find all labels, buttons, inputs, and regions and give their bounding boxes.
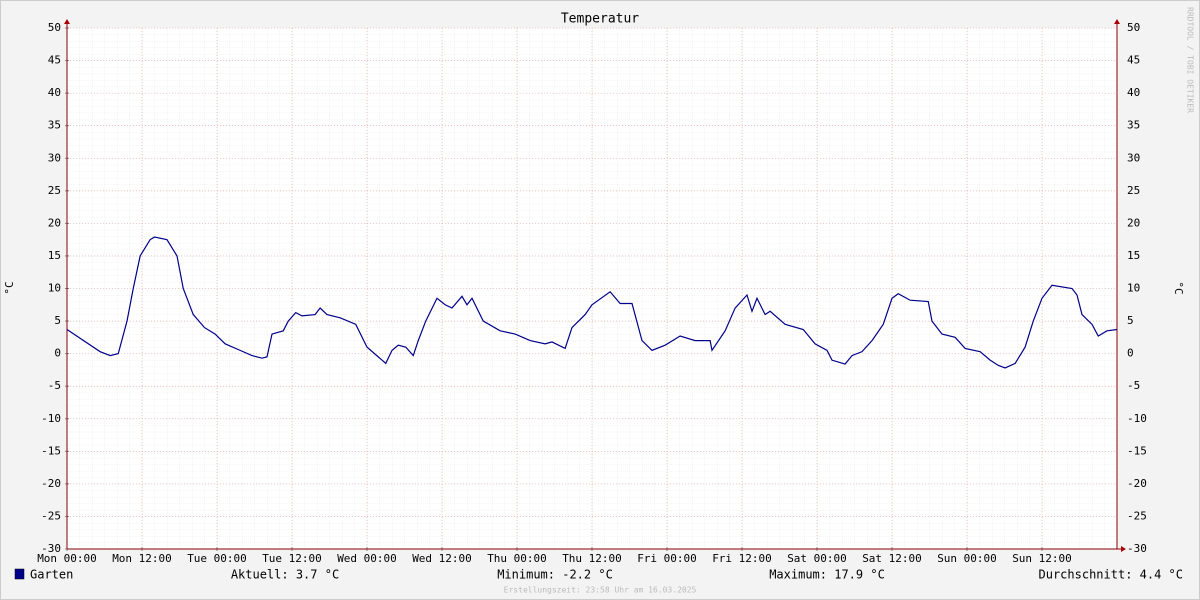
x-tick-label: Fri 12:00 <box>712 552 772 565</box>
x-tick-label: Sun 12:00 <box>1012 552 1072 565</box>
y-axis-label: °C <box>3 281 16 294</box>
y-tick-label: -20 <box>41 477 61 490</box>
y-tick-label: 50 <box>48 21 61 34</box>
y-tick-label: 10 <box>48 282 61 295</box>
x-tick-label: Mon 00:00 <box>37 552 97 565</box>
x-tick-label: Thu 00:00 <box>487 552 547 565</box>
y-tick-label-right: -20 <box>1127 477 1147 490</box>
legend-swatch <box>14 568 25 580</box>
watermark: RRDTOOL / TOBI OETIKER <box>1186 7 1195 113</box>
y-tick-label: -10 <box>41 412 61 425</box>
y-tick-label: 25 <box>48 184 61 197</box>
x-tick-label: Sun 00:00 <box>937 552 997 565</box>
x-tick-label: Tue 12:00 <box>262 552 322 565</box>
y-tick-label-right: -5 <box>1127 379 1140 392</box>
y-tick-label: 5 <box>54 314 61 327</box>
y-tick-label-right: -15 <box>1127 444 1147 457</box>
legend-label: Garten <box>30 568 73 582</box>
y-tick-label-right: -25 <box>1127 509 1147 522</box>
y-tick-label-right: -30 <box>1127 542 1147 555</box>
y-tick-label-right: 25 <box>1127 184 1140 197</box>
layer: -30 -30 -25 -25 -20 -20 -15 -15 -10 -10 -5 -5 0 0 5 5 10… <box>14 19 1184 582</box>
y-tick-label-right: 15 <box>1127 249 1140 262</box>
y-tick-label-right: -10 <box>1127 412 1147 425</box>
y-tick-label: 20 <box>48 216 61 229</box>
x-tick-label: Wed 12:00 <box>412 552 472 565</box>
legend-stat: Maximum: 17.9 °C <box>769 568 885 582</box>
axis-arrow <box>1114 19 1120 24</box>
x-tick-label: Thu 12:00 <box>562 552 622 565</box>
legend-stat: Minimum: -2.2 °C <box>497 568 613 582</box>
y-tick-label: 15 <box>48 249 61 262</box>
y-tick-label-right: 50 <box>1127 21 1140 34</box>
y-tick-label: -30 <box>41 542 61 555</box>
y-tick-label: 0 <box>54 347 61 360</box>
y-tick-label: 45 <box>48 54 61 67</box>
axis-arrow <box>64 19 70 24</box>
y-axis-label-right: °C <box>1172 281 1185 294</box>
y-tick-label: -25 <box>41 509 61 522</box>
x-tick-label: Fri 00:00 <box>637 552 697 565</box>
y-tick-label: -5 <box>48 379 61 392</box>
y-tick-label: -15 <box>41 444 61 457</box>
y-tick-label-right: 20 <box>1127 216 1140 229</box>
y-tick-label-right: 30 <box>1127 151 1140 164</box>
legend-stat: Durchschnitt: 4.4 °C <box>1039 568 1184 582</box>
legend-stat: Aktuell: 3.7 °C <box>231 568 339 582</box>
y-tick-label-right: 0 <box>1127 347 1134 360</box>
footer: Erstellungszeit: 23:58 Uhr am 16.03.2025 <box>504 586 697 595</box>
x-tick-label: Sat 00:00 <box>787 552 847 565</box>
x-tick-label: Tue 00:00 <box>187 552 247 565</box>
x-tick-label: Mon 12:00 <box>112 552 172 565</box>
y-tick-label: 35 <box>48 119 61 132</box>
y-tick-label-right: 40 <box>1127 86 1140 99</box>
axis-arrow <box>1121 546 1126 552</box>
y-tick-label-right: 10 <box>1127 282 1140 295</box>
y-tick-label-right: 5 <box>1127 314 1134 327</box>
y-tick-label-right: 45 <box>1127 54 1140 67</box>
x-tick-label: Wed 00:00 <box>337 552 397 565</box>
y-tick-label: 30 <box>48 151 61 164</box>
series-line <box>66 236 1118 369</box>
x-tick-label: Sat 12:00 <box>862 552 922 565</box>
y-tick-label-right: 35 <box>1127 119 1140 132</box>
y-tick-label: 40 <box>48 86 61 99</box>
chart-title: Temperatur <box>561 12 639 27</box>
